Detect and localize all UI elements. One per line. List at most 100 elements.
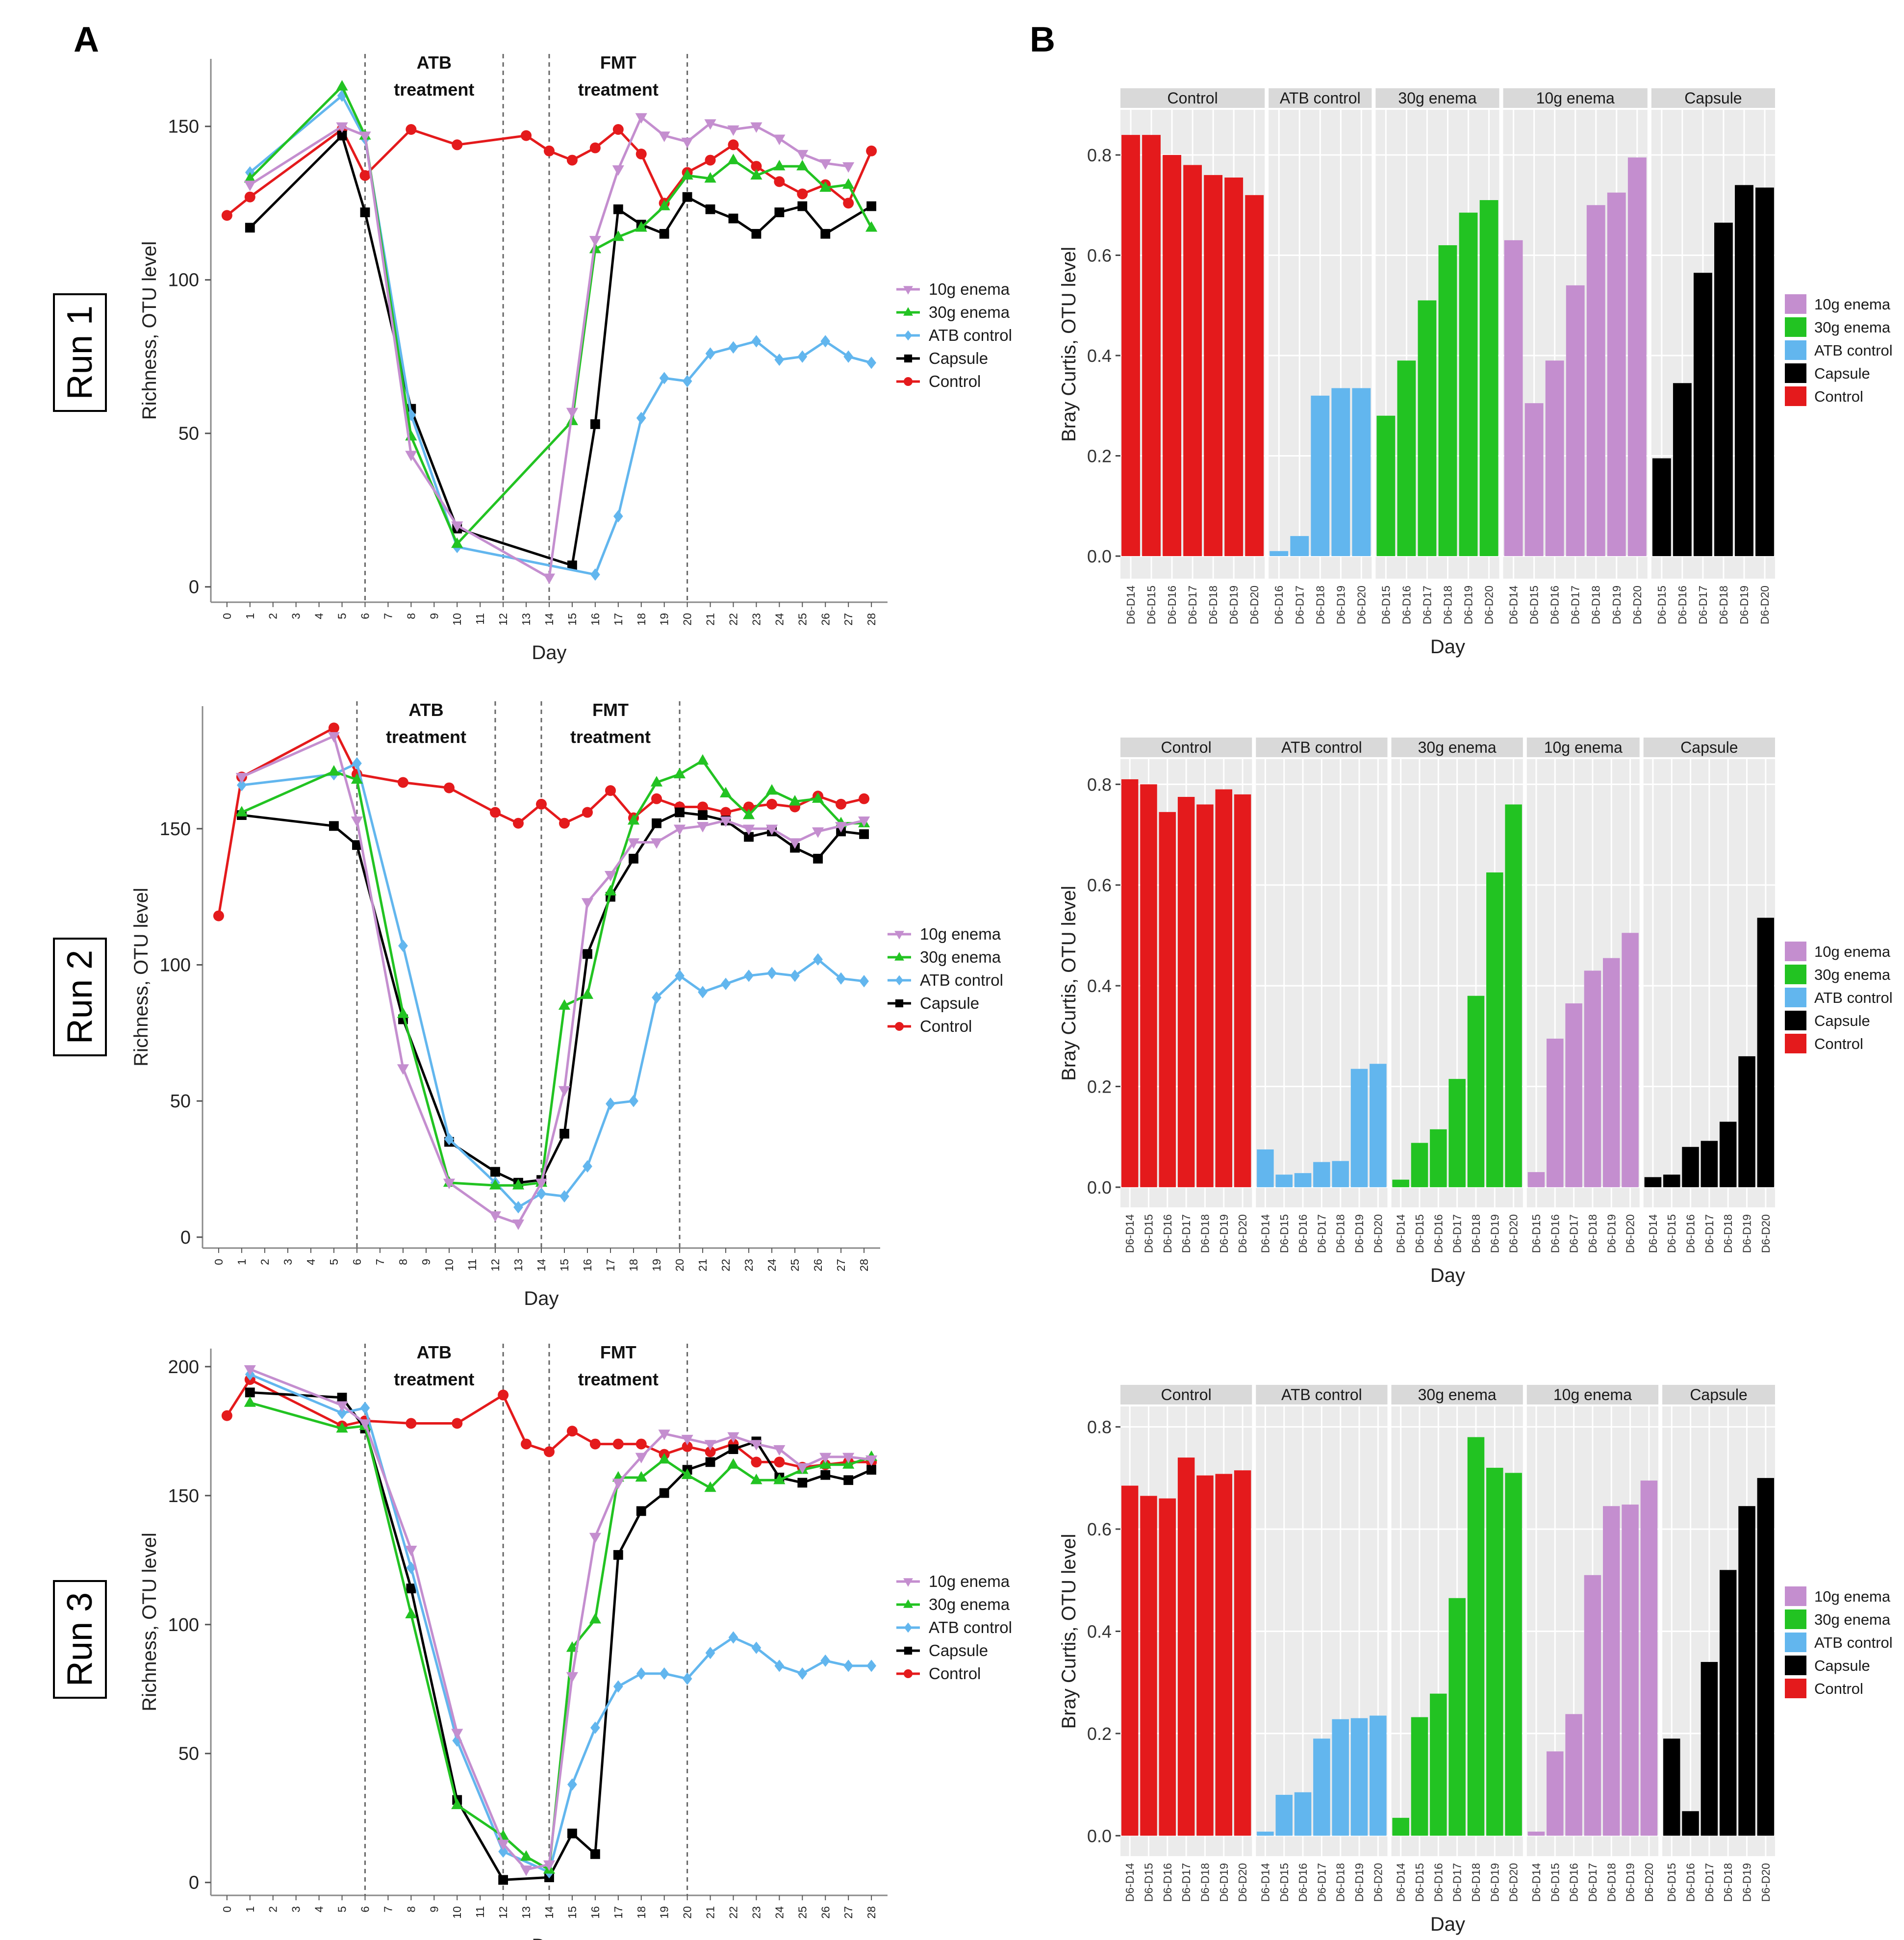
x-tick-label: D6-D20: [1624, 1214, 1637, 1253]
data-point-30g-enema: [558, 999, 571, 1010]
bar-10g-enema-d6-d15: [1527, 1172, 1545, 1187]
x-tick-label: D6-D16: [1161, 1214, 1174, 1253]
data-point-30g-enema: [658, 1453, 670, 1464]
data-point-control: [720, 807, 732, 818]
data-point-atb-control: [613, 510, 623, 523]
data-point-10g-enema: [612, 1479, 624, 1489]
x-tick-label: 12: [489, 1259, 502, 1272]
bar-atb-control-d6-d15: [1275, 1794, 1293, 1836]
data-point-10g-enema: [244, 1365, 256, 1376]
facet-atb-control: ATB control D6-D14 D6-D15 D6-D16 D6-D17 D6-D1…: [1256, 1385, 1388, 1902]
x-tick-label: D6-D14: [1259, 1214, 1271, 1253]
x-tick-label: 3: [290, 613, 303, 619]
facet-strip: [1526, 738, 1640, 757]
x-tick-label: 17: [604, 1259, 617, 1272]
facet-label: 30g enema: [1418, 1386, 1497, 1404]
x-tick-label: 12: [497, 613, 509, 626]
data-point-atb-control: [797, 1667, 808, 1680]
x-tick-label: 18: [627, 1259, 640, 1272]
x-tick-label: 23: [750, 613, 762, 626]
data-point-30g-enema: [788, 795, 801, 806]
bar-10g-enema-d6-d18: [1603, 1506, 1620, 1836]
facet-control: Control D6-D14 D6-D15 D6-D16 D6-D17 D6-D18 D6-…: [1120, 738, 1252, 1253]
x-tick-label: 5: [336, 613, 349, 619]
phase-annotation: treatment: [578, 79, 659, 100]
bar-atb-control-d6-d17: [1313, 1162, 1330, 1187]
y-tick-label: 0.0: [1087, 1826, 1112, 1846]
x-tick-label: 5: [336, 1906, 349, 1913]
data-point-10g-enema: [842, 162, 855, 173]
bar-atb-control-d6-d19: [1350, 1069, 1368, 1187]
data-point-capsule: [866, 201, 877, 211]
data-point-10g-enema: [819, 1453, 832, 1464]
data-point-atb-control: [536, 1187, 546, 1200]
facet-10g-enema: 10g enema D6-D14 D6-D15 D6-D16 D6-D17 D6-D18 D…: [1503, 88, 1648, 624]
data-point-capsule: [659, 229, 669, 239]
bar-30g-enema-d6-d18: [1438, 245, 1457, 556]
legend-swatch-30g-enema: [1785, 965, 1806, 984]
bar-10g-enema-d6-d18: [1584, 970, 1601, 1187]
x-tick-label: D6-D17: [1315, 1214, 1328, 1253]
bar-capsule-d6-d17: [1701, 1141, 1718, 1187]
facet-label: Control: [1168, 89, 1218, 107]
bar-capsule-d6-d19: [1738, 1056, 1755, 1187]
bar-30g-enema-d6-d15: [1411, 1143, 1428, 1187]
data-point-30g-enema: [796, 159, 809, 171]
data-point-control: [582, 807, 593, 818]
data-point-control: [612, 1438, 624, 1450]
data-point-30g-enema: [244, 172, 256, 183]
y-axis-title: Bray Curtis, OTU level: [1058, 886, 1080, 1081]
bar-control-d6-d17: [1183, 165, 1202, 556]
data-point-capsule: [490, 1167, 500, 1177]
data-point-capsule: [813, 854, 823, 864]
y-tick-label: 0.6: [1087, 1519, 1112, 1539]
x-tick-label: D6-D17: [1451, 1863, 1464, 1902]
data-point-10g-enema: [773, 1445, 786, 1456]
x-tick-label: D6-D15: [1142, 1863, 1155, 1902]
data-point-30g-enema: [750, 169, 762, 180]
legend-label-atb-control: ATB control: [1814, 989, 1893, 1006]
data-point-10g-enema: [635, 1453, 647, 1464]
data-point-control: [452, 1418, 463, 1429]
legend-label-30g-enema: 30g enema: [1814, 966, 1891, 983]
bar-10g-enema-d6-d17: [1565, 1003, 1582, 1187]
series-line-10g-enema: [241, 735, 864, 1225]
phase-annotation: treatment: [578, 1369, 659, 1389]
bar-10g-enema-d6-d20: [1627, 157, 1647, 556]
legend-label-control: Control: [929, 1664, 981, 1683]
x-tick-label: D6-D15: [1379, 586, 1392, 624]
legend-label-capsule: Capsule: [1814, 365, 1870, 382]
legend-label-capsule: Capsule: [929, 1641, 988, 1659]
bar-30g-enema-d6-d17: [1448, 1598, 1466, 1836]
data-point-30g-enema: [812, 792, 824, 803]
data-point-10g-enema: [581, 898, 594, 909]
data-point-30g-enema: [244, 1396, 256, 1407]
data-point-capsule: [567, 1828, 577, 1838]
data-point-atb-control: [820, 1654, 831, 1667]
data-point-30g-enema: [612, 230, 624, 241]
x-tick-label: 25: [796, 613, 809, 626]
data-point-30g-enema: [750, 1474, 762, 1484]
data-point-capsule: [843, 1475, 854, 1485]
data-point-atb-control: [836, 972, 846, 985]
x-tick-label: 6: [358, 613, 371, 619]
run-label-3: Run 3: [53, 1580, 107, 1699]
data-point-capsule: [820, 1470, 831, 1480]
legend-label-10g-enema: 10g enema: [1814, 296, 1891, 313]
data-point-10g-enema: [405, 451, 417, 461]
x-tick-label: 25: [788, 1259, 801, 1272]
data-point-atb-control: [452, 1734, 462, 1747]
data-point-control: [605, 785, 616, 796]
bar-control-d6-d20: [1234, 794, 1251, 1187]
data-point-control: [836, 798, 847, 810]
data-point-30g-enema: [865, 221, 878, 232]
legend-swatch-10g-enema: [1785, 1586, 1806, 1606]
data-point-30g-enema: [727, 153, 739, 164]
x-tick-label: D6-D15: [1145, 586, 1158, 624]
data-point-capsule: [744, 832, 754, 842]
bar-10g-enema-d6-d20: [1622, 933, 1639, 1187]
x-tick-label: 23: [742, 1259, 755, 1272]
data-point-30g-enema: [512, 1179, 525, 1190]
series-line-atb-control: [249, 94, 872, 576]
data-point-control: [566, 1426, 578, 1437]
